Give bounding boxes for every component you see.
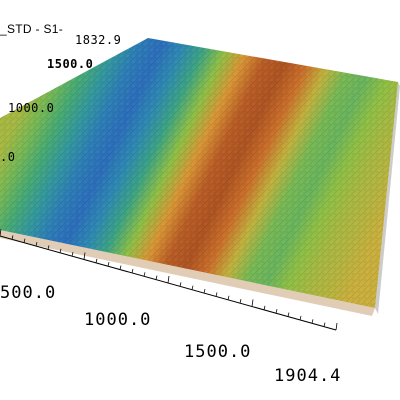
x-axis-tick-1500: 1500.0: [184, 342, 252, 362]
x-axis-tick-mark: [107, 262, 110, 267]
x-axis-tick-mark: [71, 252, 74, 257]
surface-right-edge: [375, 82, 400, 314]
x-axis-tick-mark: [263, 305, 266, 310]
x-axis-tick-mark: [155, 275, 158, 280]
z-axis-tick-1500: 1500.0: [47, 57, 94, 71]
z-axis-max-label: 1832.9: [75, 33, 122, 47]
x-axis-tick-mark: [311, 319, 314, 324]
x-axis-max-label: 1904.4: [274, 366, 342, 386]
x-axis-tick-mark: [131, 268, 134, 274]
x-axis-tick-mark: [167, 275, 170, 284]
x-axis-tick-mark: [203, 288, 206, 294]
z-axis-tick-0: .0: [0, 150, 16, 164]
x-axis-tick-mark: [275, 309, 278, 314]
x-axis-tick-mark: [11, 235, 14, 240]
surface-front-edge: [0, 230, 375, 316]
x-axis-tick-mark: [335, 322, 338, 331]
x-axis-tick-mark: [23, 238, 26, 243]
x-axis-tick-mark: [95, 258, 98, 263]
x-axis-tick-mark: [47, 245, 50, 250]
x-axis-tick-mark: [323, 322, 326, 327]
x-axis-tick-mark: [251, 299, 254, 307]
x-axis-tick-mark: [299, 315, 302, 321]
x-axis-tick-mark: [179, 282, 182, 287]
x-axis-tick-mark: [287, 312, 290, 317]
x-axis-tick-mark: [215, 292, 218, 297]
x-axis-tick-mark: [119, 265, 122, 270]
x-axis-tick-mark: [143, 272, 146, 277]
x-axis-tick-mark: [59, 248, 62, 253]
x-axis-tick-mark: [191, 285, 194, 290]
x-axis-tick-mark: [0, 228, 2, 237]
window-title-fragment: _STD - S1-: [0, 22, 64, 36]
x-axis-tick-1000: 1000.0: [84, 310, 152, 330]
x-axis-tick-mark: [227, 295, 230, 300]
z-axis-tick-1000: 1000.0: [8, 101, 55, 115]
x-axis-tick-mark: [239, 299, 242, 304]
surface-texture: [0, 38, 398, 308]
x-axis-tick-mark: [35, 241, 38, 247]
x-axis-tick-marks: [0, 228, 338, 331]
x-axis-tick-500: 500.0: [0, 283, 57, 303]
x-axis-tick-mark: [83, 252, 86, 260]
